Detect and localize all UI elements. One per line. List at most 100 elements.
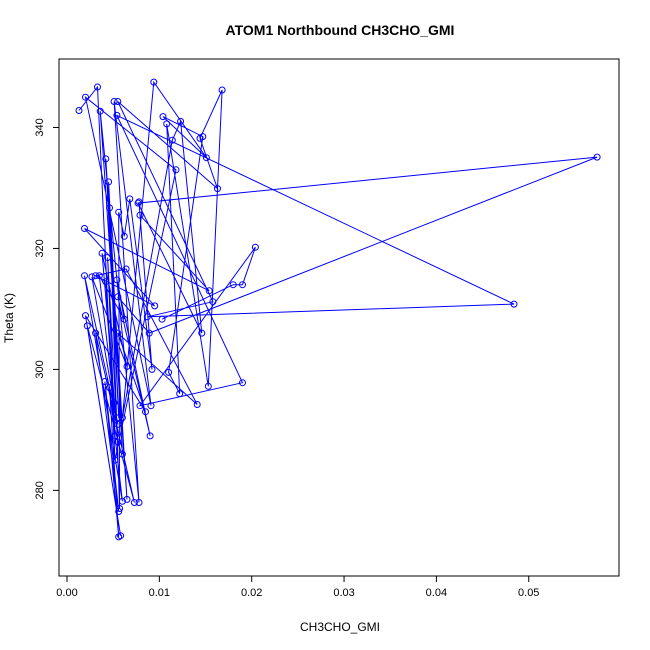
data-point <box>83 322 91 330</box>
data-point <box>120 315 128 323</box>
data-point <box>116 505 124 512</box>
data-point <box>118 414 126 422</box>
data-point <box>218 86 226 94</box>
data-point <box>113 111 121 119</box>
data-point <box>163 120 171 128</box>
data-point <box>510 300 518 308</box>
data-point <box>202 154 210 162</box>
data-point <box>239 281 246 289</box>
data-point <box>106 384 113 392</box>
data-point <box>120 232 128 240</box>
data-point <box>126 195 134 203</box>
data-point <box>150 78 158 86</box>
data-point <box>130 499 138 506</box>
data-point <box>168 136 176 144</box>
data-point <box>102 278 110 286</box>
data-point <box>151 302 159 310</box>
data-point <box>165 368 173 376</box>
data-point <box>123 362 131 370</box>
data-point <box>177 117 185 125</box>
data-point <box>214 185 221 193</box>
y-tick-label: 280 <box>34 481 46 499</box>
data-point <box>204 382 212 390</box>
data-point <box>113 276 121 284</box>
data-point <box>134 199 142 207</box>
data-point <box>104 254 112 261</box>
data-point <box>82 93 89 101</box>
data-point <box>135 499 143 506</box>
data-point <box>176 390 184 398</box>
data-point <box>198 329 206 337</box>
data-point <box>135 198 143 206</box>
data-point <box>110 98 118 105</box>
x-tick-label: 0.02 <box>241 587 262 599</box>
data-point <box>136 402 144 410</box>
data-point <box>159 113 167 121</box>
data-point <box>82 312 89 320</box>
data-point <box>196 134 204 142</box>
data-point <box>114 98 122 105</box>
data-point <box>205 287 213 295</box>
data-point <box>118 497 126 505</box>
y-tick-label: 320 <box>34 239 46 257</box>
data-point <box>114 293 122 301</box>
data-point <box>115 508 123 515</box>
x-tick-label: 0.00 <box>56 587 77 599</box>
data-point <box>251 243 259 251</box>
data-point <box>136 211 144 219</box>
y-axis: 280 300 320 340 <box>34 118 60 500</box>
series-line <box>78 80 598 537</box>
data-point <box>115 208 123 216</box>
data-point <box>118 450 126 458</box>
data-point <box>94 83 101 91</box>
series-group <box>75 78 601 541</box>
data-point <box>81 272 88 280</box>
data-point <box>172 166 180 174</box>
data-point <box>114 329 122 337</box>
y-axis-label: Theta (K) <box>2 293 16 343</box>
data-point <box>147 402 155 410</box>
data-point <box>115 533 123 541</box>
data-point <box>88 273 96 281</box>
data-point <box>117 532 125 540</box>
data-point <box>111 432 119 440</box>
x-tick-label: 0.03 <box>333 587 354 599</box>
data-point <box>229 281 237 289</box>
data-point <box>146 432 154 440</box>
x-axis-label: CH3CHO_GMI <box>300 620 380 634</box>
data-point <box>239 379 246 387</box>
data-point <box>110 399 118 407</box>
data-point <box>193 401 201 408</box>
data-point <box>114 420 122 428</box>
y-tick-label: 340 <box>34 118 46 136</box>
data-point <box>92 329 100 337</box>
data-point <box>105 178 113 186</box>
data-point <box>593 153 601 161</box>
x-axis: 0.00 0.01 0.02 0.03 0.04 0.05 <box>56 575 539 599</box>
data-point <box>143 313 151 321</box>
data-point <box>101 378 109 385</box>
data-point <box>102 155 110 163</box>
data-point <box>95 272 103 280</box>
chart-title: ATOM1 Northbound CH3CHO_GMI <box>226 22 455 38</box>
y-tick-label: 300 <box>34 360 46 378</box>
data-point <box>111 456 119 464</box>
x-tick-label: 0.04 <box>426 587 447 599</box>
data-point <box>115 414 123 422</box>
data-point <box>96 107 104 115</box>
data-point <box>209 298 217 306</box>
data-point <box>114 438 122 446</box>
data-point <box>75 107 83 114</box>
x-tick-label: 0.01 <box>149 587 170 599</box>
data-point <box>145 329 153 337</box>
data-point <box>92 272 100 280</box>
data-point <box>106 204 113 212</box>
data-point <box>81 225 88 232</box>
data-point <box>123 495 131 503</box>
data-point <box>142 408 149 416</box>
data-point <box>98 249 106 257</box>
data-point <box>122 265 130 273</box>
x-tick-label: 0.05 <box>518 587 539 599</box>
data-point <box>158 315 166 323</box>
